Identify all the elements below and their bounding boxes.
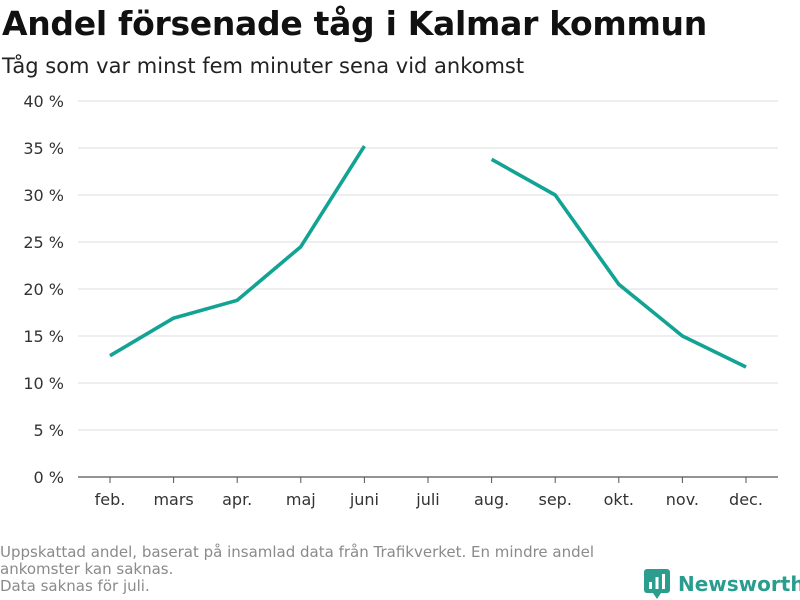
x-tick-label: juli <box>415 490 439 509</box>
x-tick-label: sep. <box>538 490 571 509</box>
line-chart: 0 % 5 % 10 % 15 % 20 % 25 % 30 % 35 % 40 % feb. m… <box>23 92 778 509</box>
series-lines <box>109 145 747 369</box>
y-tick-label: 10 % <box>23 374 64 393</box>
x-tick-label: maj <box>286 490 316 509</box>
x-tick-label: feb. <box>95 490 126 509</box>
brand-logo: Newsworthy <box>644 569 800 599</box>
newsworthy-logo-icon <box>644 569 670 599</box>
y-tick-label: 20 % <box>23 280 64 299</box>
x-axis-ticks: feb. mars apr. maj juni juli aug. sep. okt. nov. d… <box>95 477 763 509</box>
footnote: Uppskattad andel, baserat på insamlad da… <box>0 544 640 595</box>
y-tick-label: 15 % <box>23 327 64 346</box>
footnote-line: Data saknas för juli. <box>0 577 150 595</box>
x-tick-label: nov. <box>666 490 699 509</box>
x-tick-label: aug. <box>474 490 509 509</box>
y-axis-ticks: 0 % 5 % 10 % 15 % 20 % 25 % 30 % 35 % 40 % <box>23 92 64 487</box>
footnote-line: Uppskattad andel, baserat på insamlad da… <box>0 543 595 561</box>
x-tick-label: apr. <box>222 490 252 509</box>
x-tick-label: juni <box>349 490 379 509</box>
chart-subtitle: Tåg som var minst fem minuter sena vid a… <box>2 54 525 78</box>
footnote-line: ankomster kan saknas. <box>0 560 174 578</box>
brand-name: Newsworthy <box>678 572 800 596</box>
y-tick-label: 40 % <box>23 92 64 111</box>
series-line-segment <box>109 145 366 358</box>
y-tick-label: 35 % <box>23 139 64 158</box>
x-tick-label: okt. <box>604 490 634 509</box>
y-tick-label: 0 % <box>34 468 64 487</box>
y-tick-label: 5 % <box>34 421 64 440</box>
y-gridlines <box>78 100 778 478</box>
chart-title: Andel försenade tåg i Kalmar kommun <box>2 4 707 43</box>
y-tick-label: 30 % <box>23 186 64 205</box>
x-tick-label: dec. <box>729 490 763 509</box>
y-tick-label: 25 % <box>23 233 64 252</box>
x-tick-label: mars <box>153 490 193 509</box>
